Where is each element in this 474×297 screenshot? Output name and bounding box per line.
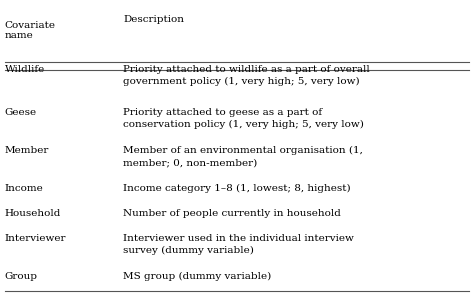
Text: Income category 1–8 (1, lowest; 8, highest): Income category 1–8 (1, lowest; 8, highe… [123,184,351,193]
Text: Income: Income [5,184,44,193]
Text: Number of people currently in household: Number of people currently in household [123,209,341,218]
Text: Interviewer: Interviewer [5,234,66,243]
Text: Geese: Geese [5,108,37,117]
Text: Household: Household [5,209,61,218]
Text: Wildlife: Wildlife [5,65,45,74]
Text: MS group (dummy variable): MS group (dummy variable) [123,272,272,281]
Text: Covariate
name: Covariate name [5,21,56,40]
Text: Group: Group [5,272,38,281]
Text: Interviewer used in the individual interview
survey (dummy variable): Interviewer used in the individual inter… [123,234,354,255]
Text: Member: Member [5,146,49,155]
Text: Member of an environmental organisation (1,
member; 0, non-member): Member of an environmental organisation … [123,146,363,167]
Text: Priority attached to wildlife as a part of overall
government policy (1, very hi: Priority attached to wildlife as a part … [123,65,370,86]
Text: Priority attached to geese as a part of
conservation policy (1, very high; 5, ve: Priority attached to geese as a part of … [123,108,364,129]
Text: Description: Description [123,15,184,24]
